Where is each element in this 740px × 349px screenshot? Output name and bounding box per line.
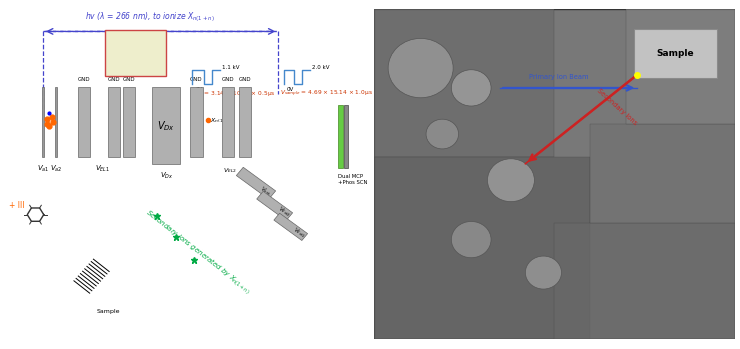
Bar	[55, 87, 58, 157]
Text: Dual MCP
+Phos SCN: Dual MCP +Phos SCN	[338, 174, 368, 185]
Bar	[189, 87, 203, 157]
Text: 2.0 kV: 2.0 kV	[312, 65, 329, 70]
Text: $V_{a1}$: $V_{a1}$	[37, 164, 49, 174]
Bar	[344, 105, 349, 168]
Circle shape	[488, 159, 534, 202]
Bar	[374, 157, 591, 339]
Polygon shape	[236, 167, 275, 199]
Text: 1.1 kV: 1.1 kV	[222, 65, 240, 70]
Text: + III: + III	[10, 201, 25, 210]
FancyBboxPatch shape	[633, 29, 717, 78]
Text: $V_{Ext2}$: $V_{Ext2}$	[276, 205, 292, 220]
Text: $V_{Ext1}$: $V_{Ext1}$	[291, 225, 307, 240]
Text: GND: GND	[123, 77, 135, 82]
Text: $V_{MG}$ = 3.14 × 10.52 × 0.5μs: $V_{MG}$ = 3.14 × 10.52 × 0.5μs	[191, 89, 275, 98]
Text: $V_{sample}$ = 4.69 × 15.14 × 1.0μs: $V_{sample}$ = 4.69 × 15.14 × 1.0μs	[280, 89, 373, 99]
Text: GND: GND	[238, 77, 251, 82]
Text: 0V: 0V	[195, 87, 203, 91]
Bar	[591, 124, 735, 223]
Text: hv ($\lambda$ = 266 nm), to ionize $X_{n(1+n)}$: hv ($\lambda$ = 266 nm), to ionize $X_{n…	[84, 10, 215, 24]
Text: Secondary Ions: Secondary Ions	[596, 87, 638, 126]
Text: GND: GND	[78, 77, 90, 82]
Polygon shape	[257, 191, 292, 221]
Bar	[554, 223, 735, 339]
Text: GND: GND	[190, 77, 203, 82]
Bar	[627, 9, 735, 124]
Text: GND: GND	[222, 77, 235, 82]
Circle shape	[525, 256, 562, 289]
Text: $V_{EL2}$: $V_{EL2}$	[223, 166, 237, 175]
Bar	[152, 87, 181, 164]
Bar	[41, 87, 44, 157]
Text: $X_{n(1+n)}$: $X_{n(1+n)}$	[210, 116, 233, 125]
Text: Primary Ion Beam: Primary Ion Beam	[529, 74, 588, 80]
Polygon shape	[274, 213, 308, 240]
Bar	[123, 87, 135, 157]
Text: GND: GND	[107, 77, 121, 82]
Bar	[239, 87, 251, 157]
Text: $V_{ent}$: $V_{ent}$	[258, 184, 273, 198]
Text: Condenser
Veinzell-Sonne: Condenser Veinzell-Sonne	[116, 48, 155, 58]
Bar	[108, 87, 120, 157]
Text: $V_{a2}$: $V_{a2}$	[50, 164, 62, 174]
FancyBboxPatch shape	[105, 30, 166, 76]
Text: $V_{EL1}$: $V_{EL1}$	[95, 164, 110, 174]
Bar	[374, 9, 554, 157]
Bar	[78, 87, 90, 157]
Text: $V_{Dx}$: $V_{Dx}$	[160, 171, 173, 181]
Text: Sample: Sample	[656, 49, 694, 58]
Text: Secondary ions generated by $X_{n(1+n)}$: Secondary ions generated by $X_{n(1+n)}$	[143, 207, 253, 296]
Bar	[222, 87, 234, 157]
Bar	[338, 105, 343, 168]
Circle shape	[451, 222, 491, 258]
Circle shape	[451, 70, 491, 106]
Circle shape	[426, 119, 459, 149]
Text: $V_{Dx}$: $V_{Dx}$	[158, 119, 175, 133]
Text: 0V: 0V	[286, 87, 294, 91]
Text: Sample: Sample	[97, 309, 120, 314]
Circle shape	[388, 38, 453, 98]
